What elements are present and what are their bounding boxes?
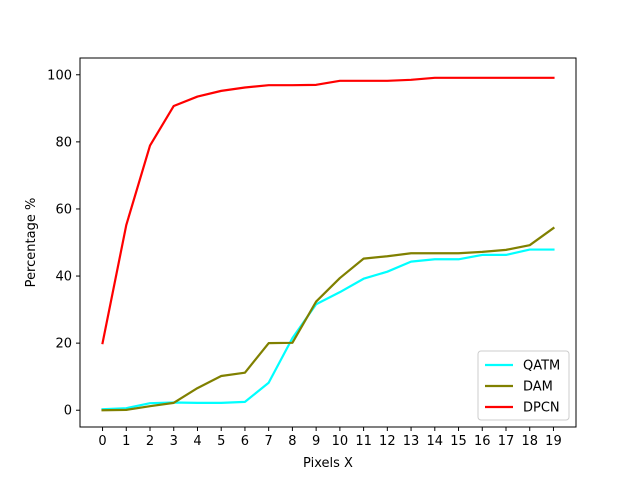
x-axis: 0 1 2 3 4 5 6 7 8 9 10 11 12 13 14 15 16 17 18 19 [98, 427, 562, 449]
x-tick-label: 0 [98, 434, 106, 449]
x-tick-label: 15 [450, 434, 467, 449]
x-tick-label: 10 [332, 434, 349, 449]
plot-frame [79, 57, 577, 428]
x-axis-label: Pixels X [303, 456, 353, 471]
x-tick-label: 18 [521, 434, 538, 449]
y-tick-label: 40 [55, 270, 72, 285]
x-tick-label: 19 [545, 434, 562, 449]
series-layer [101, 76, 555, 412]
x-tick-label: 5 [217, 434, 225, 449]
x-tick-label: 12 [379, 434, 396, 449]
legend-label-dpcn: DPCN [523, 401, 560, 416]
y-tick-label: 100 [47, 68, 72, 83]
legend-label-dam: DAM [523, 380, 553, 395]
y-axis-label: Percentage % [24, 198, 39, 288]
series-line-dam [101, 226, 555, 412]
x-tick-label: 7 [265, 434, 273, 449]
y-tick-label: 80 [55, 135, 72, 150]
y-tick-label: 0 [64, 404, 72, 419]
x-tick-label: 4 [193, 434, 201, 449]
y-axis: 0 20 40 60 80 100 [47, 68, 80, 419]
x-tick-label: 17 [498, 434, 515, 449]
x-tick-label: 2 [146, 434, 154, 449]
series-line-qatm [101, 248, 555, 411]
x-tick-label: 9 [312, 434, 320, 449]
x-tick-label: 3 [170, 434, 178, 449]
x-tick-label: 6 [241, 434, 249, 449]
x-tick-label: 1 [122, 434, 130, 449]
y-tick-label: 60 [55, 202, 72, 217]
x-tick-label: 13 [403, 434, 420, 449]
x-tick-label: 8 [288, 434, 296, 449]
y-tick-label: 20 [55, 337, 72, 352]
legend-label-qatm: QATM [523, 359, 560, 374]
x-tick-label: 14 [427, 434, 444, 449]
x-tick-label: 11 [355, 434, 372, 449]
series-line-dpcn [101, 76, 555, 345]
legend-box [477, 350, 570, 421]
x-tick-label: 16 [474, 434, 491, 449]
legend: QATM DAM DPCN [477, 350, 570, 421]
